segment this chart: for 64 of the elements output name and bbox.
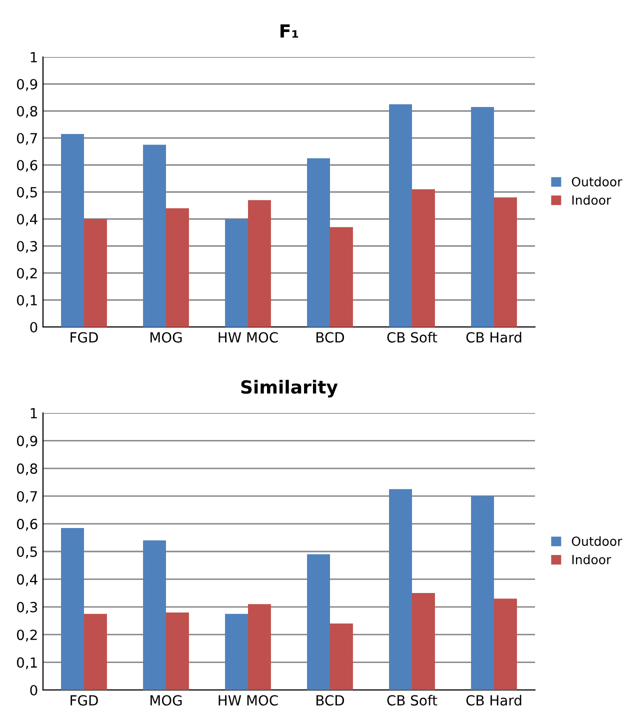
bar	[248, 200, 271, 327]
legend-label: Outdoor	[572, 176, 622, 186]
bar	[330, 624, 353, 690]
bar	[248, 604, 271, 690]
y-tick-label: 0,9	[16, 78, 38, 91]
y-tick-label: 0,5	[16, 546, 37, 558]
chart-title: F₁	[280, 24, 298, 38]
bar	[166, 612, 189, 690]
y-tick-label: 0,2	[16, 268, 37, 280]
y-tick-label: 0,6	[16, 518, 38, 531]
y-tick-label: 1	[30, 408, 37, 418]
y-tick-label: 0	[30, 684, 38, 696]
bar	[471, 106, 494, 327]
bar	[143, 144, 166, 327]
bar	[412, 593, 435, 690]
y-tick-label: 0,5	[16, 186, 37, 199]
y-tick-label: 0,1	[16, 294, 37, 307]
bar	[61, 528, 84, 690]
y-tick-label: 0,7	[16, 132, 37, 145]
chart-title: Similarity	[241, 380, 338, 398]
bar	[471, 496, 494, 690]
y-tick-label: 1	[30, 52, 37, 62]
y-tick-label: 0,9	[16, 436, 38, 448]
bar	[84, 219, 107, 327]
x-tick-label: HW MOC	[218, 332, 278, 343]
bar	[61, 134, 84, 327]
legend-label: Indoor	[572, 554, 612, 564]
bar	[494, 598, 517, 690]
bar	[389, 489, 412, 690]
x-tick-label: FGD	[70, 695, 98, 706]
bar	[307, 554, 330, 690]
y-tick-label: 0,2	[16, 630, 37, 642]
bar	[84, 614, 107, 690]
y-tick-label: 0,4	[16, 574, 38, 586]
x-tick-label: CB Soft	[387, 332, 438, 343]
y-tick-label: 0,7	[16, 491, 37, 503]
x-tick-label: FGD	[70, 332, 98, 343]
x-tick-label: BCD	[316, 695, 344, 706]
bar	[494, 197, 517, 327]
bar	[143, 540, 166, 690]
x-tick-label: HW MOC	[218, 695, 278, 706]
bar	[330, 227, 353, 327]
bar	[166, 208, 189, 327]
x-tick-label: MOG	[150, 695, 182, 706]
y-tick-label: 0,6	[16, 160, 38, 172]
bar	[225, 219, 248, 327]
legend-label: Indoor	[572, 195, 612, 205]
x-tick-label: CB Soft	[387, 694, 438, 706]
bar	[412, 189, 435, 327]
y-tick-label: 0,1	[16, 657, 37, 670]
x-tick-label: MOG	[150, 332, 182, 343]
y-tick-label: 0,8	[16, 463, 38, 476]
y-tick-label: 0,3	[16, 240, 38, 253]
x-tick-label: CB Hard	[466, 694, 522, 706]
y-tick-label: 0,8	[16, 106, 38, 118]
y-tick-label: 0,3	[16, 602, 38, 614]
x-tick-label: CB Hard	[466, 332, 522, 343]
y-tick-label: 0	[30, 322, 38, 332]
x-tick-label: BCD	[316, 332, 344, 343]
bar	[389, 104, 412, 327]
legend-label: Outdoor	[572, 536, 622, 546]
y-tick-label: 0,4	[16, 214, 38, 226]
bar	[307, 158, 330, 327]
bar	[225, 614, 248, 690]
